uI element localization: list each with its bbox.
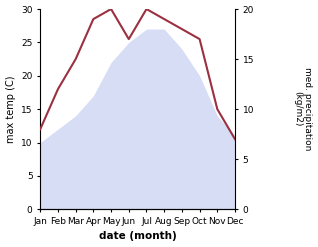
X-axis label: date (month): date (month) xyxy=(99,231,176,242)
Y-axis label: med. precipitation
(kg/m2): med. precipitation (kg/m2) xyxy=(293,67,313,151)
Y-axis label: max temp (C): max temp (C) xyxy=(5,75,16,143)
